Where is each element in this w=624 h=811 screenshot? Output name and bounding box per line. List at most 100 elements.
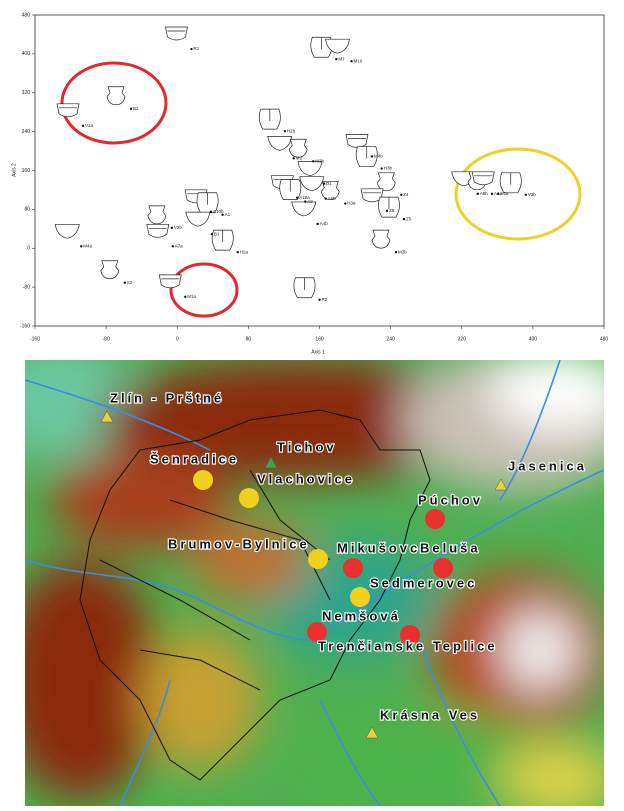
group-ellipse bbox=[169, 262, 239, 318]
vessel-drawing bbox=[293, 277, 316, 299]
vessel-drawing bbox=[158, 274, 182, 289]
point bbox=[171, 245, 175, 248]
vessel-drawing bbox=[279, 179, 302, 200]
point-label: M4b bbox=[374, 154, 383, 159]
vessel-drawing bbox=[54, 223, 80, 239]
point bbox=[304, 200, 307, 203]
point bbox=[190, 47, 193, 51]
x-tick-label: 240 bbox=[386, 336, 395, 342]
point-label: A2 bbox=[307, 199, 313, 204]
place-name: Beluša bbox=[420, 540, 481, 555]
point-label: B2 bbox=[133, 106, 139, 111]
site-marker bbox=[433, 558, 453, 578]
point bbox=[316, 222, 319, 226]
point bbox=[209, 210, 213, 214]
vessel-drawing bbox=[106, 86, 126, 106]
point-label: D1 bbox=[326, 181, 332, 186]
point bbox=[402, 217, 406, 221]
vessel-drawing bbox=[297, 161, 323, 176]
vessel-drawing bbox=[471, 171, 495, 186]
vessel-drawing bbox=[267, 136, 293, 151]
point-label: M3b bbox=[398, 249, 407, 254]
place-name: Mikušovce bbox=[337, 540, 430, 555]
vessel-drawing bbox=[196, 192, 219, 214]
point-label: A8b bbox=[480, 191, 489, 196]
point bbox=[80, 245, 83, 248]
rivers bbox=[25, 360, 604, 806]
vessel-drawing bbox=[325, 38, 350, 54]
vessel-drawing bbox=[258, 108, 281, 130]
y-tick-label: -80 bbox=[23, 284, 30, 290]
place-name: Krásna Ves bbox=[380, 707, 480, 722]
point-label: S2 bbox=[127, 280, 133, 285]
point-label: H3a bbox=[347, 201, 356, 206]
site-marker bbox=[350, 587, 370, 607]
y-tick-label: 0 bbox=[27, 246, 30, 252]
point bbox=[400, 193, 403, 196]
point-label: A7a bbox=[175, 243, 184, 248]
point bbox=[210, 232, 214, 236]
point bbox=[335, 58, 338, 61]
point bbox=[324, 197, 327, 200]
vessel-drawing bbox=[185, 211, 211, 227]
point-label: H2b bbox=[287, 128, 296, 133]
place-name: Jasenica bbox=[508, 458, 587, 473]
point-label: M7 bbox=[338, 56, 345, 61]
place-name: Zlín - Prštné bbox=[110, 390, 224, 405]
vessel-drawing bbox=[378, 196, 400, 218]
point bbox=[350, 59, 353, 63]
place-name: Trenčianske Teplice bbox=[318, 638, 498, 653]
point bbox=[490, 192, 494, 196]
point-label: A6b bbox=[328, 196, 337, 201]
site-marker bbox=[308, 549, 328, 569]
y-tick-label: 480 bbox=[22, 12, 31, 18]
y-tick-label: 80 bbox=[24, 207, 30, 213]
y-tick-label: 160 bbox=[22, 168, 31, 174]
point bbox=[476, 192, 479, 196]
x-tick-label: -160 bbox=[30, 336, 40, 342]
group-ellipse bbox=[454, 147, 582, 241]
point-label: M10 bbox=[354, 58, 363, 63]
point bbox=[497, 192, 500, 196]
x-tick-label: 320 bbox=[458, 336, 467, 342]
vessel-drawing bbox=[147, 205, 167, 225]
vessel-drawing bbox=[291, 201, 317, 217]
vessel-drawing bbox=[146, 223, 170, 238]
point bbox=[184, 295, 187, 299]
point bbox=[312, 160, 315, 163]
site-marker bbox=[400, 625, 420, 645]
point bbox=[524, 193, 527, 196]
site-marker bbox=[425, 509, 445, 529]
point-label: Z4 bbox=[403, 192, 409, 197]
vessel-drawing bbox=[56, 103, 80, 118]
point bbox=[385, 209, 389, 213]
place-name: Sedmerovec bbox=[370, 575, 477, 590]
vessel-drawing bbox=[165, 26, 188, 41]
vessel-drawing bbox=[360, 188, 384, 203]
point-label: V2b bbox=[174, 225, 183, 230]
point-label: H3b bbox=[384, 166, 393, 171]
point bbox=[236, 250, 239, 254]
place-name: Tichov bbox=[277, 439, 337, 454]
point-label: M2b bbox=[315, 158, 324, 163]
y-tick-label: -160 bbox=[20, 323, 30, 329]
x-tick-label: -80 bbox=[103, 336, 110, 342]
x-tick-label: 480 bbox=[600, 336, 609, 342]
point-label: A10b bbox=[213, 209, 224, 214]
vessel-drawing bbox=[499, 172, 522, 194]
point-label: A1 bbox=[225, 212, 231, 217]
place-name: Brumov-Bylnice bbox=[168, 536, 310, 551]
point bbox=[370, 155, 374, 158]
point bbox=[296, 196, 299, 199]
point-label: M4a bbox=[83, 243, 92, 248]
vessel-drawings bbox=[54, 26, 522, 299]
site-marker bbox=[100, 410, 114, 423]
x-tick-label: 80 bbox=[246, 336, 252, 342]
point bbox=[170, 226, 174, 230]
point-label: M1a bbox=[187, 294, 196, 299]
point-label: A4b bbox=[320, 221, 329, 226]
vessel-drawing bbox=[211, 229, 234, 251]
site-marker bbox=[365, 726, 379, 739]
point bbox=[123, 281, 126, 284]
vessel-drawing bbox=[371, 229, 391, 249]
